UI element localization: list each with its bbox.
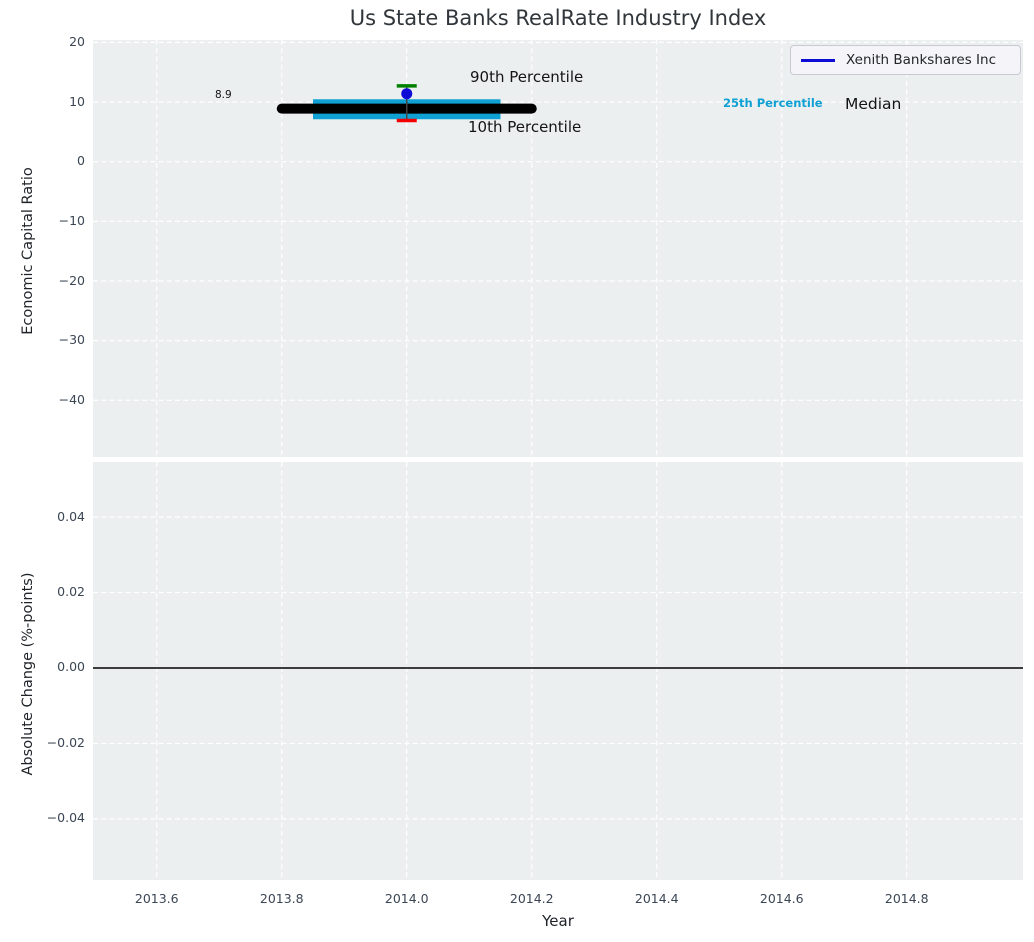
company-point <box>401 88 413 100</box>
x-tick-label: 2014.6 <box>759 891 804 906</box>
p90-annotation: 90th Percentile <box>470 68 584 86</box>
y-tick-label: 0.02 <box>57 584 85 600</box>
plot-area-economic-capital-ratio <box>93 40 1023 457</box>
median-annotation: Median <box>845 95 902 113</box>
p10-annotation: 10th Percentile <box>468 118 582 136</box>
x-tick-label: 2014.4 <box>634 891 679 906</box>
plot-area-absolute-change <box>93 462 1023 880</box>
y-tick-label: −20 <box>58 272 85 288</box>
y-tick-label: 0.00 <box>57 659 85 675</box>
x-tick-label: 2014.8 <box>884 891 929 906</box>
legend-line-swatch <box>801 58 835 62</box>
legend-label: Xenith Bankshares Inc <box>846 52 997 68</box>
y-tick-label: −10 <box>58 212 85 228</box>
p25-annotation: 25th Percentile <box>723 96 823 110</box>
legend: Xenith Bankshares Inc <box>790 45 1021 75</box>
y-tick-label: 10 <box>69 93 85 109</box>
median-value-annotation: 8.9 <box>215 89 232 101</box>
chart-title: Us State Banks RealRate Industry Index <box>349 6 767 30</box>
x-tick-label: 2014.2 <box>509 891 554 906</box>
y-tick-label: −0.02 <box>46 734 85 750</box>
y-tick-label: 0 <box>77 153 85 169</box>
x-axis-label: Year <box>542 912 574 930</box>
y-tick-label: 20 <box>69 33 85 49</box>
y-tick-label: −40 <box>58 391 85 407</box>
x-tick-label: 2013.8 <box>259 891 304 906</box>
x-tick-label: 2013.6 <box>134 891 179 906</box>
y-tick-label: 0.04 <box>57 508 85 524</box>
y-tick-label: −0.04 <box>46 810 85 826</box>
x-tick-label: 2014.0 <box>384 891 429 906</box>
y-tick-label: −30 <box>58 332 85 348</box>
